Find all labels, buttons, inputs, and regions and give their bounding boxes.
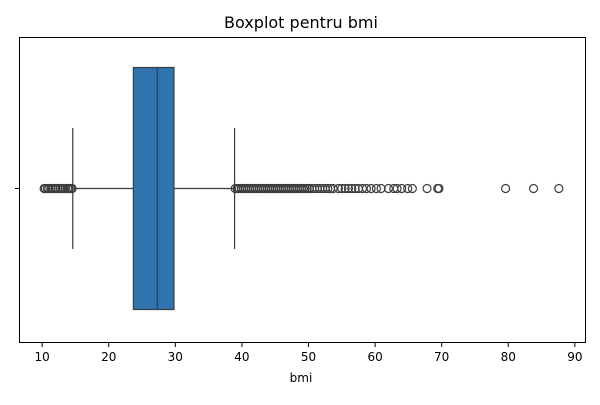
outlier-point [397,183,407,194]
outlier-point [361,183,372,194]
outlier-point [434,183,444,194]
outlier-point [392,183,402,194]
outlier-point [403,183,413,194]
outlier-point [328,183,338,194]
outlier-point [337,183,347,194]
x-tick-label: 10 [34,350,49,364]
x-tick-label: 40 [234,350,249,364]
x-axis-ticks: 10 20 30 40 50 60 70 80 90 [34,342,582,364]
chart-title: Boxplot pentru bmi [224,13,378,32]
outlier-point [422,183,432,194]
outlier-point [67,183,77,194]
outlier-point [340,183,350,194]
x-tick-label: 20 [101,350,116,364]
outlier-point [500,183,511,194]
iqr-box [132,66,175,311]
x-tick-label: 70 [434,350,449,364]
outlier-point [371,183,382,194]
outlier-point [333,183,344,194]
outlier-point [347,183,357,194]
outlier-point [366,183,376,194]
outlier-point [376,183,386,194]
x-tick-label: 90 [567,350,582,364]
outlier-point [554,183,564,194]
outlier-point [343,183,354,194]
outlier-point [323,183,333,194]
x-tick-label: 80 [501,350,516,364]
x-tick-label: 30 [168,350,183,364]
outlier-point [350,183,360,194]
x-tick-label: 50 [301,350,316,364]
outlier-point [383,183,393,194]
plot-frame [19,37,586,343]
outlier-point [357,183,368,194]
x-axis-label: bmi [290,371,313,385]
outlier-point [528,183,539,194]
plot-marks [39,66,564,311]
outlier-point [407,183,417,194]
x-tick-label: 60 [367,350,382,364]
